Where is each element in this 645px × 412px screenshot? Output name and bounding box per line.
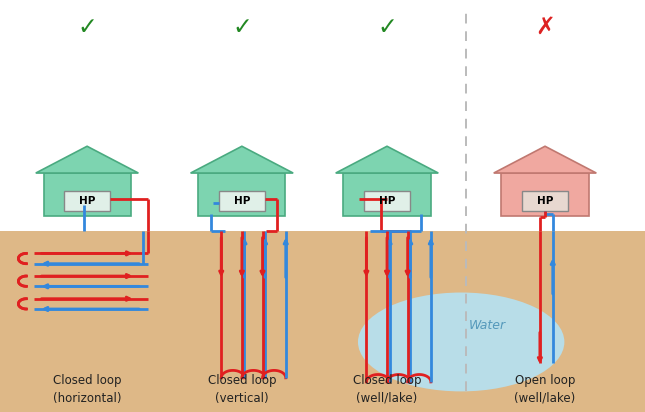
Bar: [364, 191, 410, 211]
Bar: [44, 173, 130, 216]
Text: Open loop
(well/lake): Open loop (well/lake): [515, 374, 575, 405]
Bar: [343, 173, 431, 216]
Bar: [522, 191, 568, 211]
Text: Closed loop
(horizontal): Closed loop (horizontal): [53, 374, 121, 405]
Bar: [199, 173, 285, 216]
Text: Closed loop
(vertical): Closed loop (vertical): [208, 374, 276, 405]
Text: ✓: ✓: [377, 15, 397, 39]
Text: HP: HP: [79, 196, 95, 206]
Text: ✓: ✓: [77, 15, 97, 39]
Bar: [502, 173, 588, 216]
Text: Closed loop
(well/lake): Closed loop (well/lake): [353, 374, 421, 405]
Bar: [0, 231, 645, 412]
Ellipse shape: [358, 293, 564, 391]
Text: HP: HP: [379, 196, 395, 206]
Text: HP: HP: [233, 196, 250, 206]
Text: HP: HP: [537, 196, 553, 206]
Polygon shape: [335, 146, 439, 173]
Text: ✓: ✓: [232, 15, 252, 39]
Text: ✗: ✗: [535, 15, 555, 39]
Polygon shape: [191, 146, 293, 173]
Bar: [219, 191, 265, 211]
Bar: [64, 191, 110, 211]
Polygon shape: [36, 146, 139, 173]
Text: Water: Water: [468, 319, 506, 332]
Polygon shape: [494, 146, 596, 173]
